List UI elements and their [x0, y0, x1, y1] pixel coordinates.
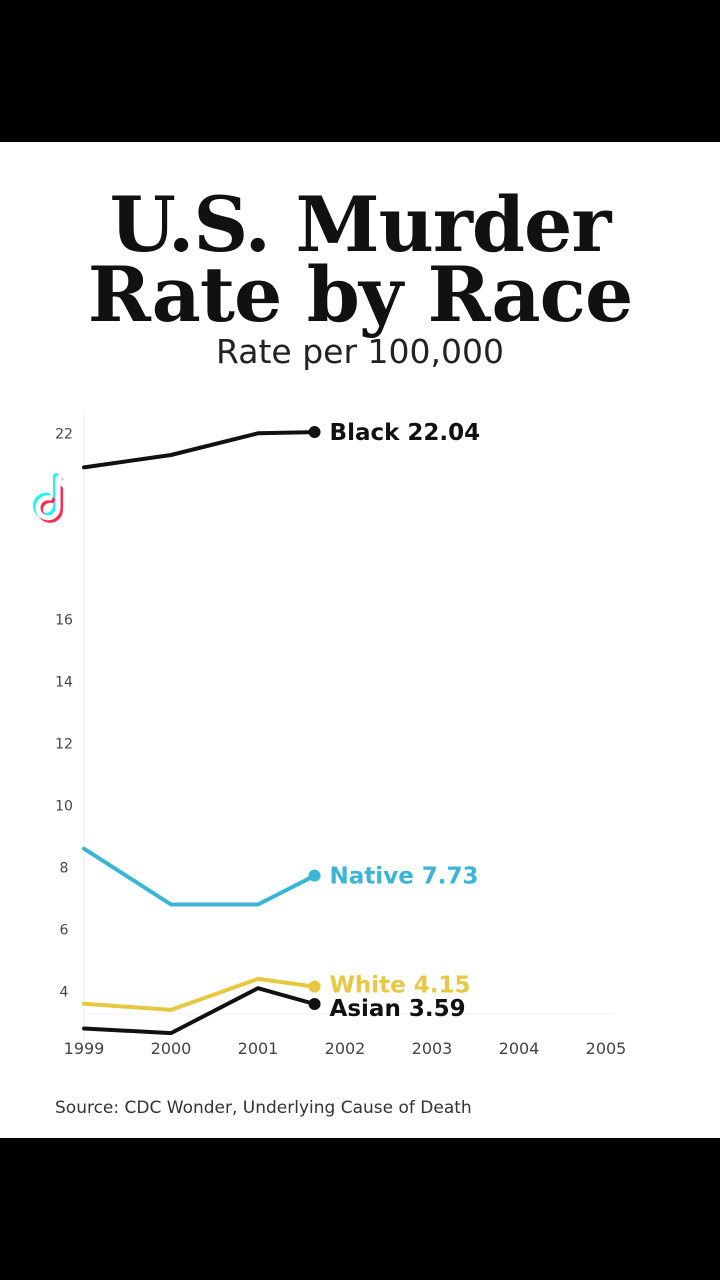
series-label-white: White 4.15	[330, 973, 471, 999]
y-tick-label: 8	[60, 860, 69, 876]
x-tick-label: 2001	[238, 1039, 279, 1058]
series-line-asian	[82, 986, 317, 1036]
line-chart: 22 16 14 12 10 8 6 4 1999 2000 2001 2002 2003 2004 200…	[55, 414, 627, 1058]
series-line-native	[82, 846, 317, 907]
series-line-white	[82, 976, 317, 1012]
series-line-black	[82, 430, 317, 470]
series-endpoint-native	[308, 869, 321, 882]
series-label-black: Black 22.04	[330, 420, 481, 446]
series-label-asian: Asian 3.59	[330, 996, 466, 1022]
y-tick-label: 16	[55, 612, 73, 628]
series-endpoint-white	[308, 980, 321, 993]
y-tick-label: 10	[55, 798, 73, 814]
x-tick-label: 1999	[64, 1039, 105, 1058]
bottom-black-bar	[0, 1138, 720, 1280]
chart-subtitle: Rate per 100,000	[216, 332, 504, 371]
x-tick-label: 2004	[499, 1039, 540, 1058]
title-line-2: Rate by Race	[87, 250, 634, 339]
x-tick-label: 2003	[412, 1039, 453, 1058]
chart-panel: U.S. Murder Rate by Race Rate per 100,00…	[0, 142, 720, 1138]
y-tick-label: 4	[60, 984, 69, 1000]
title-line-1: U.S. Murder	[109, 180, 612, 269]
chart-source: Source: CDC Wonder, Underlying Cause of …	[55, 1098, 472, 1118]
x-tick-label: 2002	[325, 1039, 366, 1058]
y-tick-label: 12	[55, 736, 73, 752]
series-label-native: Native 7.73	[330, 864, 479, 890]
tiktok-logo-icon	[28, 472, 84, 532]
y-tick-label: 6	[60, 922, 69, 938]
y-tick-label: 14	[55, 674, 73, 690]
x-tick-label: 2005	[586, 1039, 627, 1058]
chart-title: U.S. Murder Rate by Race	[0, 180, 720, 339]
series-endpoint-asian	[308, 998, 321, 1011]
x-tick-label: 2000	[151, 1039, 192, 1058]
series-endpoint-black	[308, 426, 321, 439]
top-black-bar	[0, 0, 720, 142]
y-tick-label: 22	[55, 426, 73, 442]
